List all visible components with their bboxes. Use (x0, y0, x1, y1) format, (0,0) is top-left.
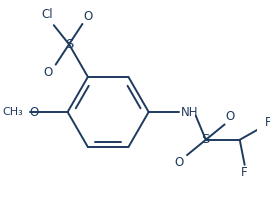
Text: S: S (65, 38, 73, 51)
Text: CH₃: CH₃ (3, 107, 23, 117)
Text: O: O (175, 156, 184, 169)
Text: F: F (241, 166, 248, 179)
Text: Cl: Cl (41, 8, 53, 21)
Text: NH: NH (181, 106, 199, 118)
Text: O: O (43, 66, 53, 79)
Text: F: F (265, 116, 270, 129)
Text: S: S (202, 133, 210, 146)
Text: O: O (83, 10, 93, 23)
Text: O: O (226, 110, 235, 123)
Text: O: O (29, 106, 38, 118)
